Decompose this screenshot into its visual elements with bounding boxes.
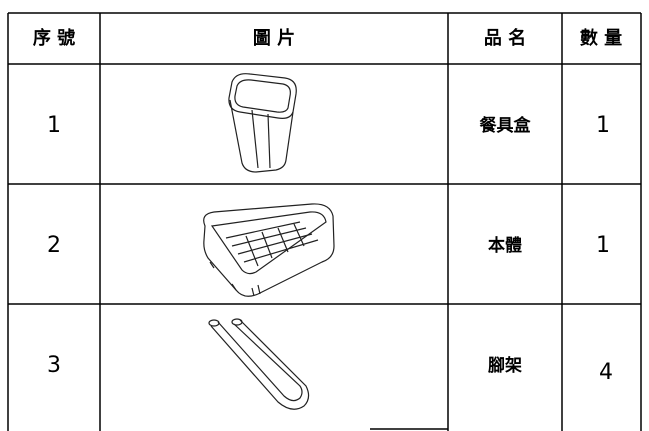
basket-drawing	[203, 203, 335, 297]
quantity: 4	[599, 360, 613, 385]
row-number: 2	[47, 233, 61, 258]
part-name: 餐具盒	[480, 115, 532, 136]
quantity: 1	[596, 233, 610, 258]
header-cell: 序 號	[33, 27, 75, 49]
stand-rod-drawing	[208, 318, 310, 410]
utensil-box-drawing	[228, 73, 297, 173]
table-grid	[7, 12, 642, 431]
row-number: 1	[47, 113, 61, 138]
header-cell: 數 量	[580, 27, 622, 49]
header-cell: 品 名	[484, 27, 526, 49]
part-name: 腳架	[488, 355, 522, 376]
header-cell: 圖 片	[253, 27, 295, 49]
row-number: 3	[47, 353, 61, 378]
part-name: 本體	[488, 235, 522, 256]
quantity: 1	[596, 113, 610, 138]
